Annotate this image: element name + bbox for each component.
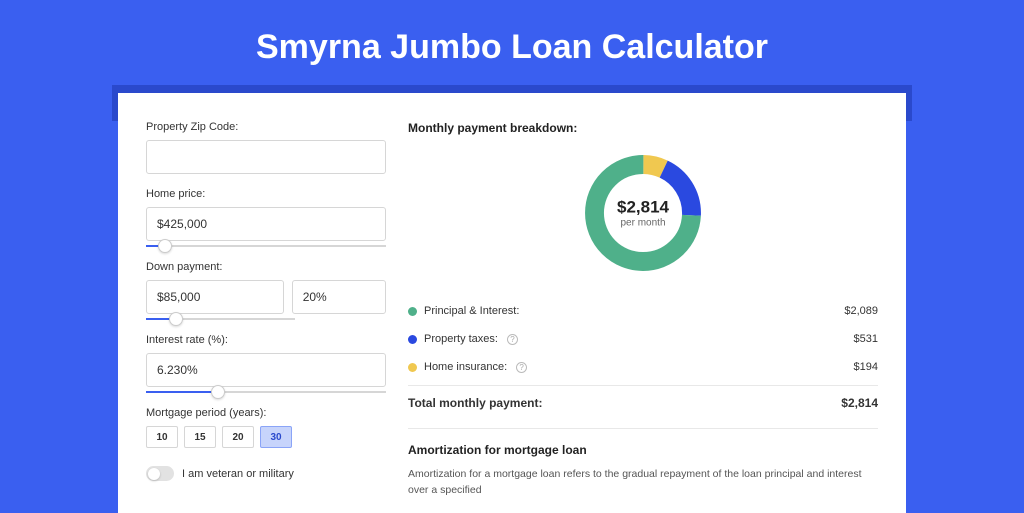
interest-rate-slider[interactable] <box>146 391 386 393</box>
legend-value-2: $194 <box>854 361 878 373</box>
home-price-slider[interactable] <box>146 245 386 247</box>
inputs-column: Property Zip Code: Home price: Down paym… <box>146 121 386 513</box>
legend-dot-2 <box>408 363 417 372</box>
donut-center: $2,814 per month <box>617 198 669 229</box>
down-payment-slider-thumb[interactable] <box>169 312 183 326</box>
legend-label-1: Property taxes: <box>424 333 498 345</box>
home-price-field-group: Home price: <box>146 188 386 247</box>
zip-input[interactable] <box>146 140 386 174</box>
interest-rate-label: Interest rate (%): <box>146 334 386 346</box>
donut-chart-wrap: $2,814 per month <box>408 149 878 277</box>
zip-field-group: Property Zip Code: <box>146 121 386 174</box>
zip-label: Property Zip Code: <box>146 121 386 133</box>
legend-value-1: $531 <box>854 333 878 345</box>
donut-chart: $2,814 per month <box>579 149 707 277</box>
down-payment-pct-input[interactable] <box>292 280 386 314</box>
veteran-toggle-row: I am veteran or military <box>146 466 386 481</box>
calculator-card: Property Zip Code: Home price: Down paym… <box>118 93 906 513</box>
info-icon[interactable]: ? <box>516 362 527 373</box>
down-payment-slider[interactable] <box>146 318 295 320</box>
veteran-toggle-label: I am veteran or military <box>182 468 294 480</box>
breakdown-title: Monthly payment breakdown: <box>408 121 878 135</box>
page-title: Smyrna Jumbo Loan Calculator <box>0 0 1024 85</box>
mortgage-period-options: 10 15 20 30 <box>146 426 386 448</box>
veteran-toggle-knob <box>148 468 160 480</box>
info-icon[interactable]: ? <box>507 334 518 345</box>
home-price-label: Home price: <box>146 188 386 200</box>
legend-dot-0 <box>408 307 417 316</box>
donut-sub: per month <box>617 218 669 229</box>
veteran-toggle[interactable] <box>146 466 174 481</box>
total-row: Total monthly payment: $2,814 <box>408 385 878 410</box>
interest-rate-slider-thumb[interactable] <box>211 385 225 399</box>
mortgage-period-option-10[interactable]: 10 <box>146 426 178 448</box>
legend-label-2: Home insurance: <box>424 361 507 373</box>
down-payment-input[interactable] <box>146 280 284 314</box>
legend-dot-1 <box>408 335 417 344</box>
mortgage-period-option-15[interactable]: 15 <box>184 426 216 448</box>
legend-row-0: Principal & Interest: $2,089 <box>408 297 878 325</box>
mortgage-period-field-group: Mortgage period (years): 10 15 20 30 <box>146 407 386 448</box>
legend-row-1: Property taxes:? $531 <box>408 325 878 353</box>
amortization-section: Amortization for mortgage loan Amortizat… <box>408 428 878 499</box>
mortgage-period-option-30[interactable]: 30 <box>260 426 292 448</box>
total-label: Total monthly payment: <box>408 396 542 410</box>
home-price-slider-thumb[interactable] <box>158 239 172 253</box>
down-payment-field-group: Down payment: <box>146 261 386 320</box>
legend-row-2: Home insurance:? $194 <box>408 353 878 381</box>
interest-rate-field-group: Interest rate (%): <box>146 334 386 393</box>
interest-rate-input[interactable] <box>146 353 386 387</box>
donut-amount: $2,814 <box>617 198 669 218</box>
legend-label-0: Principal & Interest: <box>424 305 519 317</box>
mortgage-period-option-20[interactable]: 20 <box>222 426 254 448</box>
breakdown-legend: Principal & Interest: $2,089 Property taxe… <box>408 297 878 381</box>
amortization-title: Amortization for mortgage loan <box>408 443 878 457</box>
legend-value-0: $2,089 <box>844 305 878 317</box>
breakdown-column: Monthly payment breakdown: $2,814 per mo… <box>408 121 878 513</box>
home-price-input[interactable] <box>146 207 386 241</box>
amortization-text: Amortization for a mortgage loan refers … <box>408 467 878 499</box>
mortgage-period-label: Mortgage period (years): <box>146 407 386 419</box>
total-value: $2,814 <box>841 396 878 410</box>
down-payment-label: Down payment: <box>146 261 386 273</box>
